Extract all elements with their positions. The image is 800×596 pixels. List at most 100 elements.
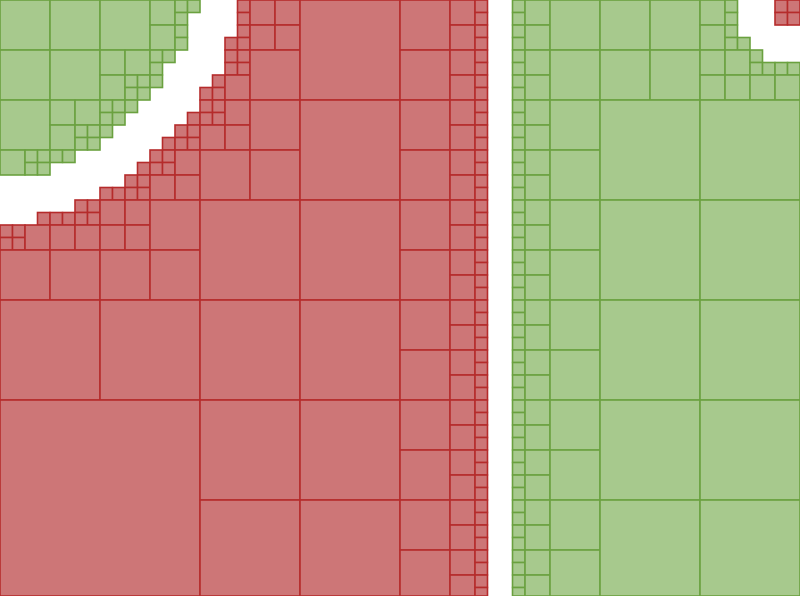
red-mesh-cell [236, 61, 251, 76]
red-mesh-cell [474, 336, 489, 351]
green-mesh-cell [86, 136, 101, 151]
green-mesh-cell [724, 0, 739, 14]
red-mesh-cell [224, 61, 239, 76]
green-mesh-cell [524, 149, 551, 176]
red-mesh-cell [399, 0, 451, 51]
red-mesh-cell [449, 324, 476, 351]
red-mesh-cell [111, 186, 126, 201]
red-mesh-cell [49, 249, 101, 301]
red-mesh-cell [199, 499, 301, 596]
red-mesh-cell [474, 0, 489, 14]
green-mesh-cell [174, 0, 189, 14]
red-mesh-cell [474, 236, 489, 251]
red-mesh-cell [236, 0, 251, 14]
red-mesh-cell [449, 249, 476, 276]
red-mesh-cell [99, 199, 126, 226]
green-mesh-cell [736, 36, 751, 51]
green-mesh-cell [511, 424, 526, 439]
red-mesh-cell [786, 0, 800, 14]
red-mesh-cell [186, 124, 201, 139]
green-mesh-cell [61, 149, 76, 164]
red-mesh-cell [399, 149, 451, 201]
red-mesh-cell [399, 549, 451, 596]
green-mesh-cell [511, 511, 526, 526]
green-mesh-cell [549, 349, 601, 401]
green-mesh-cell [549, 149, 601, 201]
red-mesh-cell [174, 124, 189, 139]
red-mesh-cell [99, 299, 201, 401]
green-mesh-cell [599, 49, 651, 101]
red-mesh-cell [449, 199, 476, 226]
red-mesh-cell [86, 199, 101, 214]
red-mesh-cell [474, 436, 489, 451]
red-mesh-cell [199, 99, 214, 114]
green-mesh-cell [511, 361, 526, 376]
green-mesh-cell [511, 11, 526, 26]
green-mesh-cell [511, 86, 526, 101]
green-mesh-cell [124, 99, 139, 114]
green-mesh-cell [149, 74, 164, 89]
green-mesh-cell [74, 136, 89, 151]
green-mesh-cell [511, 174, 526, 189]
green-mesh-cell [524, 399, 551, 426]
red-mesh-cell [449, 449, 476, 476]
green-mesh-cell [524, 224, 551, 251]
green-mesh-cell [524, 374, 551, 401]
red-mesh-cell [449, 474, 476, 501]
green-mesh-cell [524, 199, 551, 226]
red-mesh-cell [449, 274, 476, 301]
red-mesh-cell [24, 224, 51, 251]
red-mesh-cell [474, 349, 489, 364]
red-mesh-cell [249, 0, 276, 26]
green-mesh-cell [511, 36, 526, 51]
green-mesh-cell [511, 324, 526, 339]
red-mesh-cell [224, 74, 251, 101]
green-mesh-cell [24, 161, 39, 176]
green-mesh-cell [74, 124, 89, 139]
red-mesh-cell [149, 199, 201, 251]
red-mesh-cell [474, 199, 489, 214]
green-mesh-cell [511, 274, 526, 289]
green-mesh-cell [49, 99, 76, 126]
green-mesh-cell [699, 399, 800, 501]
green-mesh-cell [74, 99, 101, 126]
green-mesh-cell [524, 74, 551, 101]
red-mesh-cell [174, 149, 201, 176]
red-mesh-cell [474, 524, 489, 539]
red-mesh-cell [774, 0, 789, 14]
red-mesh-cell [474, 99, 489, 114]
green-mesh-cell [599, 299, 701, 401]
green-mesh-cell [524, 324, 551, 351]
red-mesh-cell [474, 49, 489, 64]
green-mesh-cell [511, 399, 526, 414]
red-mesh-cell [474, 411, 489, 426]
red-mesh-cell [399, 49, 451, 101]
red-mesh-cell [49, 211, 64, 226]
red-mesh-cell [74, 224, 101, 251]
red-mesh-cell [149, 174, 176, 201]
red-mesh-cell [211, 111, 226, 126]
green-mesh-cell [0, 49, 51, 101]
red-mesh-cell [236, 11, 251, 26]
green-mesh-cell [0, 0, 51, 51]
green-mesh-cell [99, 49, 126, 76]
red-mesh-cell [199, 86, 214, 101]
red-mesh-cell [474, 574, 489, 589]
green-mesh-cell [124, 86, 139, 101]
red-mesh-cell [199, 299, 301, 401]
red-mesh-cell [399, 249, 451, 301]
green-mesh-cell [24, 149, 39, 164]
red-mesh-cell [786, 11, 800, 26]
green-mesh-cell [511, 486, 526, 501]
red-mesh-cell [224, 124, 251, 151]
red-mesh-cell [474, 386, 489, 401]
red-mesh-cell [249, 149, 301, 201]
green-mesh-cell [511, 561, 526, 576]
red-mesh-cell [299, 0, 401, 101]
red-mesh-cell [86, 211, 101, 226]
green-mesh-cell [599, 399, 701, 501]
red-mesh-cell [449, 499, 476, 526]
red-mesh-cell [124, 224, 151, 251]
green-mesh-cell [511, 474, 526, 489]
